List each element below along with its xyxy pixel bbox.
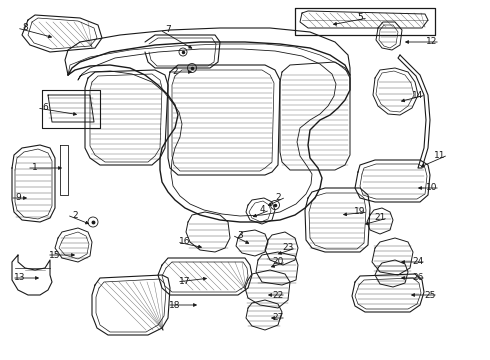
Text: 10: 10 — [426, 184, 438, 193]
Text: 18: 18 — [169, 301, 181, 310]
Text: 8: 8 — [22, 23, 28, 32]
Text: 27: 27 — [272, 314, 284, 323]
Text: 12: 12 — [426, 37, 438, 46]
Text: 7: 7 — [165, 26, 171, 35]
Text: 2: 2 — [275, 193, 281, 202]
Text: 16: 16 — [179, 238, 191, 247]
Text: 2: 2 — [72, 211, 78, 220]
Text: 6: 6 — [42, 104, 48, 112]
Text: 5: 5 — [357, 13, 363, 22]
Text: 24: 24 — [413, 257, 424, 266]
Text: 20: 20 — [272, 257, 284, 266]
Text: 19: 19 — [354, 207, 366, 216]
Text: 1: 1 — [32, 163, 38, 172]
Text: 2: 2 — [172, 68, 178, 77]
Text: 15: 15 — [49, 251, 61, 260]
Text: 21: 21 — [374, 213, 386, 222]
Text: 4: 4 — [259, 206, 265, 215]
Text: 26: 26 — [412, 274, 424, 283]
Text: 23: 23 — [282, 243, 294, 252]
Text: 17: 17 — [179, 278, 191, 287]
Text: 9: 9 — [15, 194, 21, 202]
Text: 11: 11 — [434, 150, 446, 159]
Text: 22: 22 — [272, 291, 284, 300]
Text: 25: 25 — [424, 291, 436, 300]
Text: 3: 3 — [237, 230, 243, 239]
Text: 13: 13 — [14, 274, 26, 283]
Text: 14: 14 — [412, 90, 424, 99]
